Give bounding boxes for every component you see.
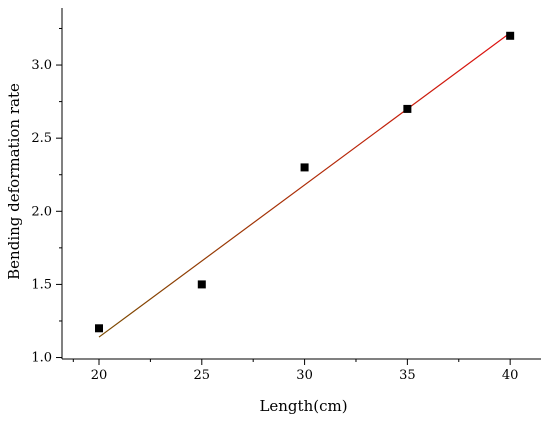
y-tick-label: 1.5 (31, 277, 52, 292)
x-tick-label: 35 (399, 368, 416, 383)
x-tick-label: 20 (91, 368, 108, 383)
y-tick-label: 2.0 (31, 204, 52, 219)
data-points (95, 31, 515, 333)
axes (61, 8, 541, 360)
y-tick-label: 2.5 (31, 131, 52, 146)
data-point (506, 31, 515, 40)
data-point (403, 104, 412, 113)
y-tick-label: 3.0 (31, 58, 52, 73)
x-tick-label: 25 (194, 368, 211, 383)
fit-line-group (98, 32, 511, 338)
x-axis-title: Length(cm) (259, 397, 347, 415)
y-axis-title: Bending deformation rate (5, 83, 23, 280)
linear-fit-line (98, 32, 511, 338)
data-point (95, 324, 104, 333)
y-axis-ticks: 1.0 1.5 2.0 2.5 3.0 (31, 27, 62, 366)
x-axis-ticks: 20 25 30 35 40 (72, 359, 519, 383)
x-tick-label: 30 (296, 368, 313, 383)
data-point (300, 163, 309, 172)
x-tick-label: 40 (502, 368, 519, 383)
data-point (197, 280, 206, 289)
y-tick-label: 1.0 (31, 351, 52, 366)
